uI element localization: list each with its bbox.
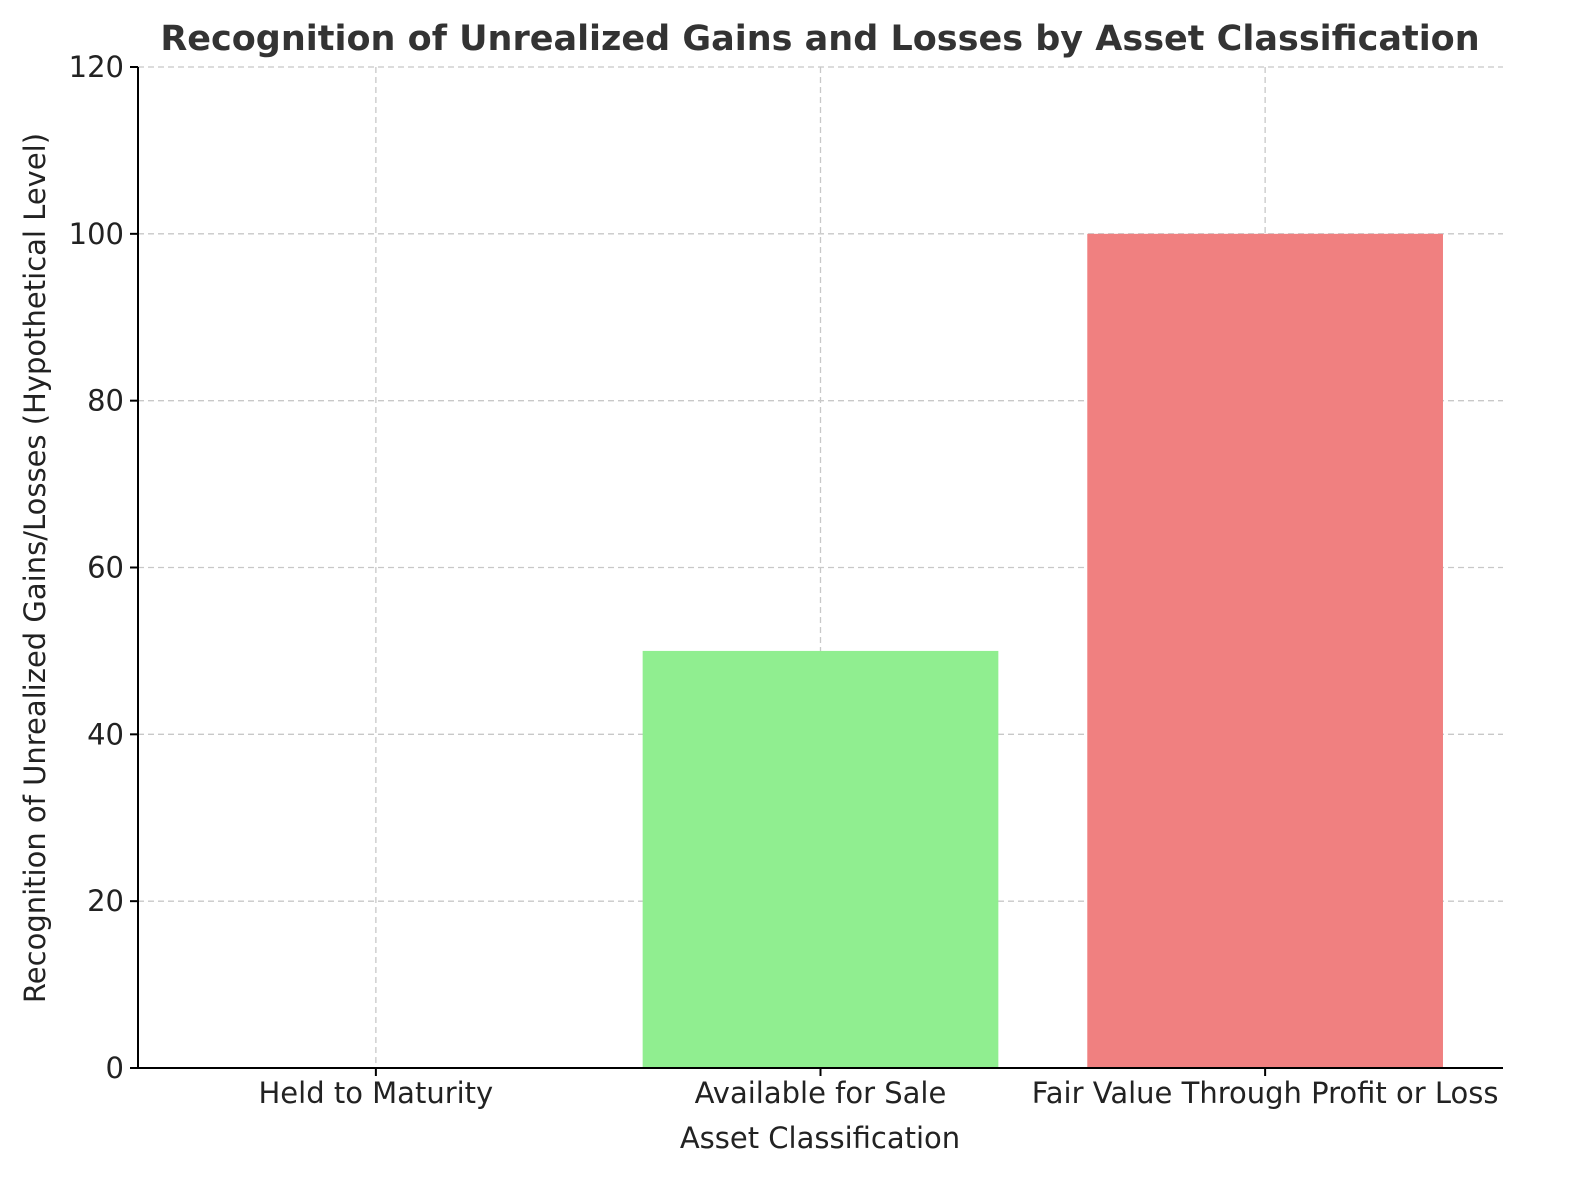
x-tick-label: Fair Value Through Profit or Loss: [1032, 1076, 1499, 1110]
chart-title: Recognition of Unrealized Gains and Loss…: [160, 19, 1479, 59]
y-axis-label: Recognition of Unrealized Gains/Losses (…: [18, 133, 52, 1003]
y-tick-label: 80: [87, 384, 124, 418]
x-tick-label: Held to Maturity: [259, 1076, 494, 1110]
y-tick-label: 100: [69, 217, 124, 251]
y-tick-label: 20: [87, 884, 124, 918]
y-tick-label: 120: [69, 50, 124, 84]
y-ticks: 0 20 40 60 80 100 120: [69, 50, 138, 1085]
bar: [642, 650, 999, 1068]
y-tick-label: 60: [87, 551, 124, 585]
x-axis-label: Asset Classification: [680, 1121, 960, 1155]
x-ticks: Held to Maturity Available for Sale Fair V…: [259, 1068, 1499, 1110]
y-tick-label: 0: [106, 1051, 124, 1085]
bar: [1087, 233, 1443, 1069]
x-tick-label: Available for Sale: [695, 1076, 947, 1110]
y-tick-label: 40: [87, 717, 124, 751]
bars: [642, 233, 1443, 1069]
